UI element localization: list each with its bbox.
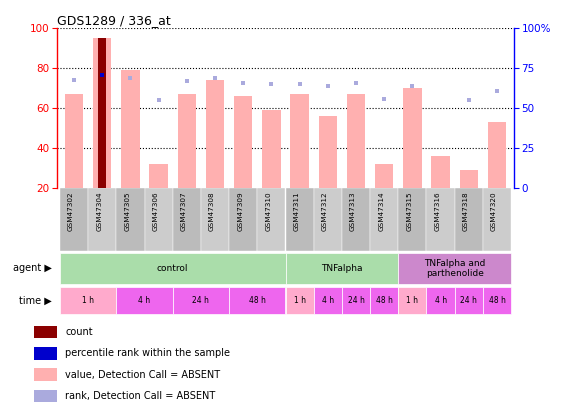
Text: GSM47313: GSM47313 bbox=[350, 192, 356, 231]
Bar bbox=[201, 188, 229, 251]
Bar bbox=[34, 369, 57, 381]
Text: 24 h: 24 h bbox=[348, 296, 364, 305]
Bar bbox=[427, 287, 455, 314]
Text: GSM47304: GSM47304 bbox=[96, 192, 102, 231]
Text: GSM47320: GSM47320 bbox=[491, 192, 497, 231]
Text: GSM47316: GSM47316 bbox=[435, 192, 441, 231]
Bar bbox=[399, 287, 427, 314]
Text: 48 h: 48 h bbox=[249, 296, 266, 305]
Bar bbox=[460, 171, 478, 188]
Bar bbox=[98, 38, 106, 188]
Bar bbox=[399, 253, 511, 284]
Text: percentile rank within the sample: percentile rank within the sample bbox=[65, 348, 230, 358]
Text: 1 h: 1 h bbox=[82, 296, 94, 305]
Bar bbox=[488, 122, 506, 188]
Bar bbox=[432, 156, 450, 188]
Bar bbox=[313, 287, 342, 314]
Bar bbox=[399, 188, 427, 251]
Bar bbox=[121, 70, 139, 188]
Bar bbox=[455, 287, 483, 314]
Text: value, Detection Call = ABSENT: value, Detection Call = ABSENT bbox=[65, 370, 220, 380]
Text: GSM47310: GSM47310 bbox=[266, 192, 271, 231]
Text: TNFalpha: TNFalpha bbox=[321, 264, 363, 273]
Bar bbox=[116, 188, 144, 251]
Text: GSM47314: GSM47314 bbox=[378, 192, 384, 231]
Bar bbox=[286, 253, 399, 284]
Bar bbox=[375, 164, 393, 188]
Text: 1 h: 1 h bbox=[407, 296, 419, 305]
Text: 24 h: 24 h bbox=[460, 296, 477, 305]
Text: 4 h: 4 h bbox=[321, 296, 334, 305]
Bar bbox=[93, 38, 111, 188]
Bar bbox=[347, 94, 365, 188]
Bar bbox=[342, 287, 370, 314]
Bar bbox=[150, 164, 168, 188]
Bar bbox=[60, 188, 88, 251]
Text: 4 h: 4 h bbox=[138, 296, 151, 305]
Bar bbox=[229, 287, 286, 314]
Text: GSM47302: GSM47302 bbox=[68, 192, 74, 231]
Bar bbox=[483, 287, 511, 314]
Text: GSM47309: GSM47309 bbox=[237, 192, 243, 231]
Bar bbox=[234, 96, 252, 188]
Bar bbox=[262, 110, 280, 188]
Bar bbox=[229, 188, 258, 251]
Bar bbox=[172, 287, 229, 314]
Text: GSM47318: GSM47318 bbox=[463, 192, 469, 231]
Text: rank, Detection Call = ABSENT: rank, Detection Call = ABSENT bbox=[65, 391, 215, 401]
Bar bbox=[206, 80, 224, 188]
Text: 1 h: 1 h bbox=[293, 296, 305, 305]
Bar bbox=[313, 188, 342, 251]
Bar bbox=[370, 188, 399, 251]
Bar bbox=[144, 188, 172, 251]
Text: 4 h: 4 h bbox=[435, 296, 447, 305]
Bar bbox=[319, 116, 337, 188]
Text: GSM47305: GSM47305 bbox=[124, 192, 130, 231]
Bar bbox=[116, 287, 172, 314]
Bar bbox=[427, 188, 455, 251]
Bar bbox=[291, 94, 309, 188]
Bar bbox=[403, 88, 421, 188]
Bar bbox=[370, 287, 399, 314]
Bar bbox=[34, 347, 57, 360]
Bar bbox=[60, 253, 286, 284]
Bar bbox=[60, 287, 116, 314]
Bar bbox=[258, 188, 286, 251]
Text: GDS1289 / 336_at: GDS1289 / 336_at bbox=[57, 14, 171, 27]
Text: GSM47312: GSM47312 bbox=[322, 192, 328, 231]
Text: count: count bbox=[65, 327, 93, 337]
Text: 48 h: 48 h bbox=[489, 296, 505, 305]
Text: 48 h: 48 h bbox=[376, 296, 393, 305]
Text: GSM47306: GSM47306 bbox=[152, 192, 159, 231]
Text: GSM47311: GSM47311 bbox=[293, 192, 300, 231]
Bar bbox=[483, 188, 511, 251]
Bar bbox=[286, 287, 313, 314]
Text: control: control bbox=[157, 264, 188, 273]
Bar bbox=[88, 188, 116, 251]
Text: GSM47307: GSM47307 bbox=[181, 192, 187, 231]
Bar bbox=[34, 326, 57, 338]
Bar bbox=[65, 94, 83, 188]
Bar bbox=[286, 188, 313, 251]
Text: TNFalpha and
parthenolide: TNFalpha and parthenolide bbox=[424, 259, 485, 278]
Text: 24 h: 24 h bbox=[192, 296, 210, 305]
Bar bbox=[34, 390, 57, 402]
Bar bbox=[178, 94, 196, 188]
Bar bbox=[342, 188, 370, 251]
Text: GSM47308: GSM47308 bbox=[209, 192, 215, 231]
Text: agent ▶: agent ▶ bbox=[13, 263, 51, 273]
Text: time ▶: time ▶ bbox=[19, 296, 51, 306]
Bar bbox=[172, 188, 201, 251]
Bar bbox=[455, 188, 483, 251]
Text: GSM47315: GSM47315 bbox=[407, 192, 412, 231]
